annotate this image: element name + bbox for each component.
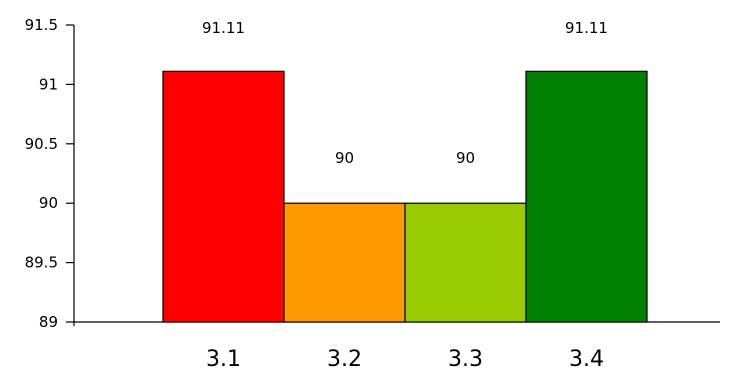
y-tick-label-5: 91.5 — [25, 16, 58, 34]
y-tick-label-2: 90 — [39, 194, 58, 212]
bar-3-1 — [162, 70, 285, 323]
data-label-1: 90 — [335, 149, 354, 167]
labels: 91.11 90 90 91.11 3.1 3.2 3.3 3.4 — [202, 19, 608, 372]
y-tick-label-3: 90.5 — [25, 135, 58, 153]
category-label-0: 3.1 — [206, 347, 241, 372]
bar-3-2 — [283, 202, 406, 323]
data-label-0: 91.11 — [202, 19, 245, 37]
bar-3-4 — [525, 70, 648, 323]
y-tick-label-0: 89 — [39, 313, 58, 331]
y-tick-label-4: 91 — [39, 75, 58, 93]
y-tick-label-1: 89.5 — [25, 254, 58, 272]
bar-3-3 — [404, 202, 527, 323]
category-label-2: 3.3 — [448, 347, 483, 372]
category-label-1: 3.2 — [327, 347, 362, 372]
data-label-3: 91.11 — [565, 19, 608, 37]
data-label-2: 90 — [456, 149, 475, 167]
category-label-3: 3.4 — [569, 347, 604, 372]
bars — [162, 70, 648, 323]
